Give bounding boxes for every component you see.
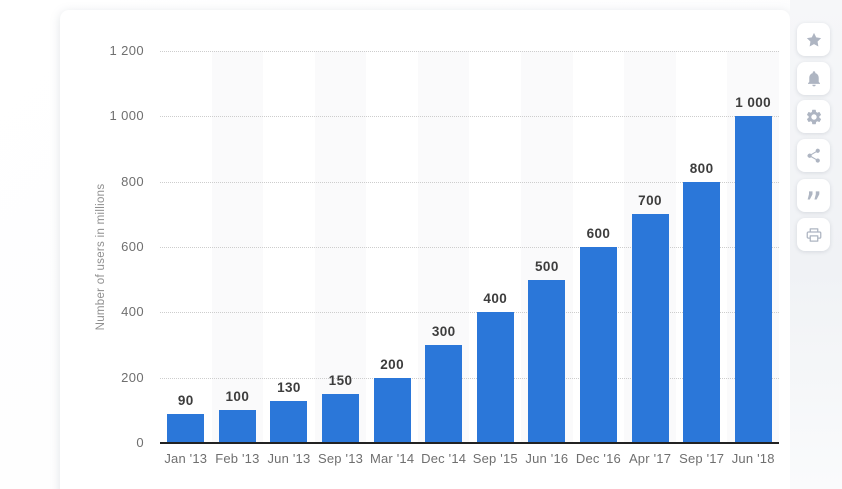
bar-value-label: 700 xyxy=(638,193,662,209)
x-tick-label: Jan '13 xyxy=(164,451,208,466)
x-tick-label: Jun '16 xyxy=(525,451,569,466)
gridline xyxy=(160,181,779,183)
x-tick-label: Dec '14 xyxy=(421,451,467,466)
settings-button[interactable] xyxy=(797,100,830,133)
bar-value-label: 300 xyxy=(431,324,456,339)
x-tick-label: Sep '13 xyxy=(317,451,364,466)
bar-value-label: 400 xyxy=(483,291,508,307)
chart-card: Number of users in millions 0 200 400 600 80… xyxy=(60,10,790,489)
x-tick-label: Jun '13 xyxy=(267,451,311,466)
gridline xyxy=(160,116,779,118)
bar[interactable] xyxy=(631,214,669,443)
bar-value-label: 150 xyxy=(328,373,353,388)
favorite-button[interactable] xyxy=(797,23,830,56)
bar-value-label: 1 000 xyxy=(735,95,772,111)
bar[interactable] xyxy=(528,279,566,443)
x-tick-label: Sep '17 xyxy=(679,451,725,466)
x-axis-line xyxy=(160,442,779,444)
bar[interactable] xyxy=(425,345,463,443)
bar[interactable] xyxy=(218,410,256,443)
gridline xyxy=(160,377,779,379)
bar[interactable] xyxy=(476,312,514,443)
share-icon xyxy=(805,147,823,165)
bar-value-label: 130 xyxy=(277,379,301,395)
bar-value-label: 600 xyxy=(586,226,611,241)
gridline xyxy=(160,312,779,314)
y-tick-label: 0 xyxy=(136,435,144,450)
print-button[interactable] xyxy=(797,218,830,251)
x-tick-label: Feb '13 xyxy=(215,451,260,466)
y-tick-label: 600 xyxy=(121,239,144,254)
bar[interactable] xyxy=(322,394,360,443)
bar[interactable] xyxy=(373,377,411,443)
bar[interactable] xyxy=(270,400,308,443)
bar-value-label: 800 xyxy=(689,160,714,176)
y-tick-label: 1 200 xyxy=(109,43,144,58)
action-sidebar: ” xyxy=(790,0,842,489)
y-tick-label: 200 xyxy=(121,369,144,385)
alert-button[interactable] xyxy=(797,62,830,95)
gear-icon xyxy=(805,108,823,126)
y-tick-label: 1 000 xyxy=(109,108,144,124)
printer-icon xyxy=(805,226,823,244)
x-tick-label: Jun '18 xyxy=(731,451,775,466)
plot-area: 90 100 130 150 200 300 400 500 600 700 800 1 000 xyxy=(160,51,779,444)
x-tick-label: Sep '15 xyxy=(472,451,518,466)
bar[interactable] xyxy=(579,247,617,443)
bar-value-label: 500 xyxy=(535,258,559,274)
gridline xyxy=(160,51,779,52)
quote-icon: ” xyxy=(804,184,823,225)
bar-value-label: 90 xyxy=(177,392,194,408)
bell-icon xyxy=(805,70,823,88)
cite-button[interactable]: ” xyxy=(797,179,830,225)
bar-value-label: 200 xyxy=(380,356,404,372)
gridline xyxy=(160,247,779,248)
bar[interactable] xyxy=(167,413,205,443)
bar[interactable] xyxy=(683,181,721,443)
bar[interactable] xyxy=(734,116,772,443)
y-tick-label: 800 xyxy=(121,173,144,189)
bar-value-label: 100 xyxy=(225,389,250,405)
x-tick-label: Apr '17 xyxy=(628,451,672,466)
star-icon xyxy=(805,31,823,49)
x-tick-label: Dec '16 xyxy=(575,451,621,466)
x-tick-label: Mar '14 xyxy=(369,451,415,466)
share-button[interactable] xyxy=(797,139,830,172)
y-tick-label: 400 xyxy=(121,304,144,320)
